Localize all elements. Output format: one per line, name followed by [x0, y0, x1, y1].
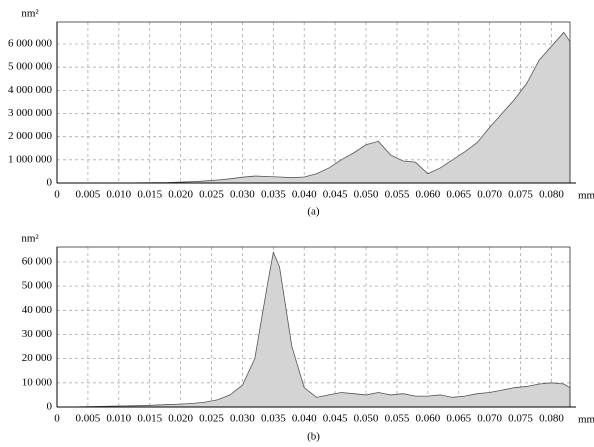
x-tick-label: 0.080: [539, 189, 564, 201]
x-axis-label: mm: [578, 190, 594, 202]
x-tick-label: 0.075: [508, 413, 533, 425]
x-tick-label: 0.045: [323, 413, 348, 425]
x-tick-label: 0.040: [292, 413, 317, 425]
y-tick-label: 5 000 000: [8, 61, 53, 73]
caption: (a): [307, 206, 320, 218]
x-tick-label: 0.030: [230, 189, 255, 201]
x-tick-label: 0.035: [261, 189, 286, 201]
y-axis-label: nm²: [21, 8, 39, 20]
x-tick-label: 0.020: [168, 413, 193, 425]
x-tick-label: 0.020: [168, 189, 193, 201]
x-tick-label: 0: [54, 189, 60, 201]
y-tick-label: 2 000 000: [8, 130, 53, 142]
y-tick-label: 30 000: [22, 328, 53, 340]
y-tick-label: 0: [47, 401, 53, 413]
x-tick-label: 0.050: [354, 189, 379, 201]
y-tick-label: 60 000: [22, 256, 53, 268]
plot-frame: [56, 246, 571, 408]
x-tick-label: 0.025: [199, 189, 224, 201]
x-tick-label: 0.070: [477, 189, 502, 201]
y-tick-label: 40 000: [22, 304, 53, 316]
x-tick-label: 0.075: [508, 189, 533, 201]
x-tick-label: 0.070: [477, 413, 502, 425]
x-tick-label: 0: [54, 413, 60, 425]
x-tick-label: 0.005: [76, 189, 101, 201]
x-tick-label: 0.065: [446, 189, 471, 201]
x-tick-label: 0.060: [415, 189, 440, 201]
x-tick-label: 0.060: [415, 413, 440, 425]
y-tick-label: 20 000: [22, 352, 53, 364]
x-tick-label: 0.015: [137, 189, 162, 201]
y-tick-label: 6 000 000: [8, 38, 53, 50]
y-tick-label: 1 000 000: [8, 153, 53, 165]
x-tick-label: 0.050: [354, 413, 379, 425]
y-tick-label: 0: [47, 177, 53, 189]
x-tick-label: 0.010: [106, 189, 131, 201]
x-tick-label: 0.025: [199, 413, 224, 425]
x-tick-label: 0.015: [137, 413, 162, 425]
x-tick-label: 0.035: [261, 413, 286, 425]
area: [57, 250, 571, 408]
x-tick-label: 0.055: [385, 413, 410, 425]
x-tick-label: 0.030: [230, 413, 255, 425]
y-tick-label: 3 000 000: [8, 107, 53, 119]
x-tick-label: 0.055: [385, 189, 410, 201]
caption: (b): [307, 431, 320, 443]
x-tick-label: 0.065: [446, 413, 471, 425]
y-tick-label: 10 000: [22, 376, 53, 388]
x-tick-label: 0.045: [323, 189, 348, 201]
x-tick-label: 0.080: [539, 413, 564, 425]
x-axis-label: mm: [578, 414, 594, 426]
x-tick-label: 0.040: [292, 189, 317, 201]
y-tick-label: 50 000: [22, 280, 53, 292]
area: [57, 31, 571, 184]
x-tick-label: 0.005: [76, 413, 101, 425]
x-tick-label: 0.010: [106, 413, 131, 425]
y-tick-label: 4 000 000: [8, 84, 53, 96]
y-axis-label: nm²: [21, 233, 39, 245]
